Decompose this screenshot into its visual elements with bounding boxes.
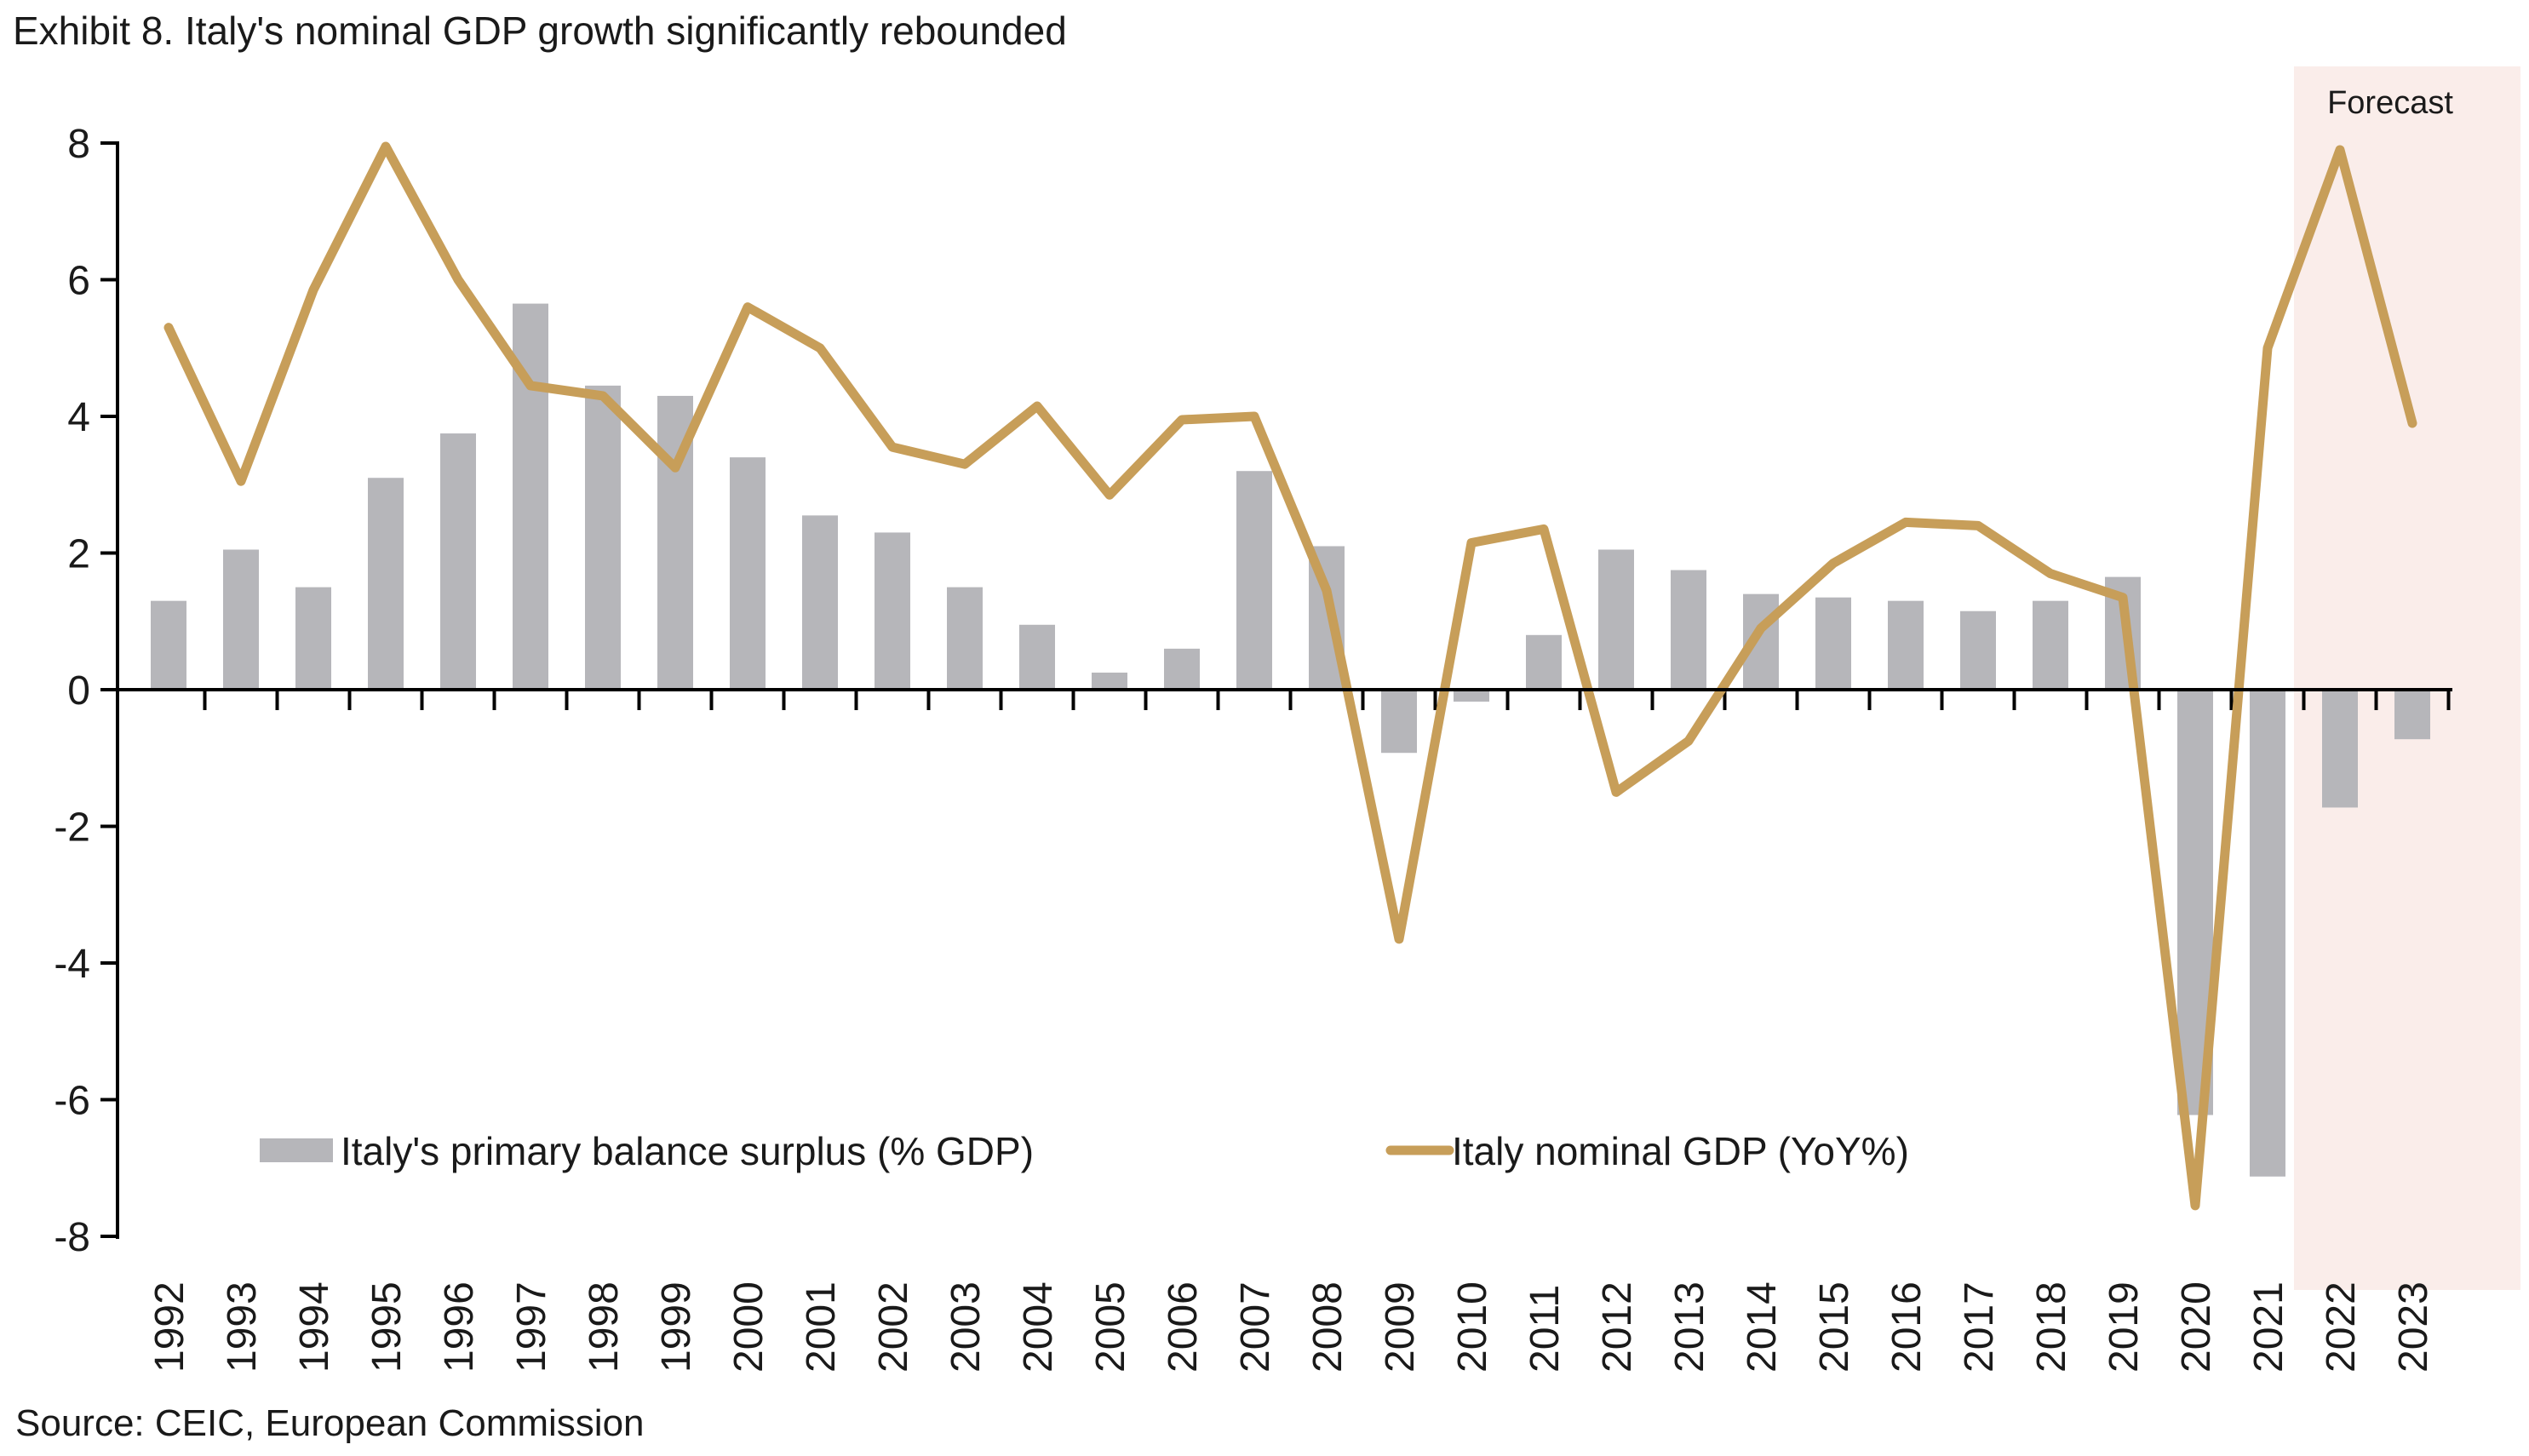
bar-2003 bbox=[947, 587, 983, 690]
bar-2016 bbox=[1888, 600, 1924, 690]
bar-2007 bbox=[1236, 471, 1272, 690]
x-label-1992: 1992 bbox=[147, 1281, 192, 1373]
bar-2015 bbox=[1815, 597, 1851, 690]
y-tick-label--8: -8 bbox=[54, 1215, 90, 1260]
x-label-2007: 2007 bbox=[1233, 1281, 1278, 1373]
x-label-2005: 2005 bbox=[1088, 1281, 1133, 1373]
bar-2001 bbox=[802, 515, 838, 690]
x-axis-ticks bbox=[203, 690, 2451, 710]
legend-bar-label: Italy's primary balance surplus (% GDP) bbox=[341, 1129, 1034, 1173]
bar-2011 bbox=[1526, 634, 1562, 690]
x-label-2003: 2003 bbox=[943, 1281, 989, 1373]
x-label-2017: 2017 bbox=[1957, 1281, 2002, 1373]
bar-2018 bbox=[2033, 600, 2068, 690]
x-label-2004: 2004 bbox=[1016, 1281, 1061, 1373]
legend: Italy's primary balance surplus (% GDP) … bbox=[260, 1129, 1909, 1173]
x-label-2010: 2010 bbox=[1450, 1281, 1495, 1373]
x-label-2015: 2015 bbox=[1812, 1281, 1857, 1373]
x-label-2016: 2016 bbox=[1884, 1281, 1930, 1373]
y-tick-label-8: 8 bbox=[67, 122, 90, 167]
chart-title: Exhibit 8. Italy's nominal GDP growth si… bbox=[13, 9, 1067, 53]
y-tick-label-2: 2 bbox=[67, 532, 90, 577]
y-tick-label-6: 6 bbox=[67, 259, 90, 304]
forecast-label: Forecast bbox=[2327, 85, 2453, 121]
x-label-2013: 2013 bbox=[1667, 1281, 1712, 1373]
x-label-2012: 2012 bbox=[1595, 1281, 1640, 1373]
bar-2017 bbox=[1960, 610, 1996, 690]
legend-line-label: Italy nominal GDP (YoY%) bbox=[1452, 1129, 1909, 1173]
source-note: Source: CEIC, European Commission bbox=[15, 1402, 645, 1444]
bar-1994 bbox=[295, 587, 331, 690]
x-label-2014: 2014 bbox=[1740, 1281, 1785, 1373]
x-label-2022: 2022 bbox=[2319, 1281, 2364, 1373]
bar-1998 bbox=[585, 385, 621, 690]
x-label-2020: 2020 bbox=[2174, 1281, 2219, 1373]
bar-2000 bbox=[730, 457, 766, 690]
y-tick-label-4: 4 bbox=[67, 395, 90, 440]
bar-2005 bbox=[1092, 672, 1127, 690]
x-label-1995: 1995 bbox=[364, 1281, 410, 1373]
x-label-1996: 1996 bbox=[437, 1281, 482, 1373]
x-label-2018: 2018 bbox=[2029, 1281, 2074, 1373]
bar-2009 bbox=[1381, 691, 1417, 754]
bar-2022 bbox=[2322, 691, 2358, 808]
legend-bar-swatch bbox=[260, 1138, 333, 1162]
x-label-2019: 2019 bbox=[2102, 1281, 2147, 1373]
x-label-2008: 2008 bbox=[1305, 1281, 1351, 1373]
bar-2004 bbox=[1019, 624, 1055, 690]
x-label-1998: 1998 bbox=[582, 1281, 627, 1373]
bar-2023 bbox=[2394, 691, 2430, 740]
bar-1996 bbox=[440, 433, 476, 690]
x-label-2002: 2002 bbox=[871, 1281, 916, 1373]
bar-2006 bbox=[1164, 648, 1200, 690]
forecast-region bbox=[2294, 66, 2520, 1290]
bar-2021 bbox=[2250, 691, 2285, 1177]
bar-1993 bbox=[223, 549, 259, 690]
x-label-2006: 2006 bbox=[1161, 1281, 1206, 1373]
bar-2013 bbox=[1671, 570, 1706, 690]
y-axis-ticks: 8 6 4 2 0 -2 -4 -6 -8 bbox=[54, 122, 118, 1260]
bar-2010 bbox=[1454, 691, 1489, 702]
x-label-2000: 2000 bbox=[726, 1281, 771, 1373]
bar-1992 bbox=[151, 600, 186, 690]
x-label-1993: 1993 bbox=[220, 1281, 265, 1373]
x-label-2011: 2011 bbox=[1523, 1285, 1568, 1373]
bar-2012 bbox=[1598, 549, 1634, 690]
x-label-1999: 1999 bbox=[654, 1281, 699, 1373]
y-tick-label-0: 0 bbox=[67, 668, 90, 714]
bar-series bbox=[151, 303, 2430, 1177]
line-series bbox=[163, 141, 2417, 1211]
x-label-1997: 1997 bbox=[509, 1281, 554, 1373]
x-label-2009: 2009 bbox=[1378, 1281, 1423, 1373]
y-tick-label--2: -2 bbox=[54, 805, 90, 851]
x-label-2021: 2021 bbox=[2246, 1281, 2291, 1373]
bar-1995 bbox=[368, 478, 404, 690]
x-label-2001: 2001 bbox=[799, 1281, 844, 1373]
y-tick-label--4: -4 bbox=[54, 942, 90, 987]
x-label-2023: 2023 bbox=[2391, 1281, 2436, 1373]
bar-2002 bbox=[875, 532, 910, 690]
x-axis-labels: 1992 1993 1994 1995 1996 1997 1998 1999 2000 2001… bbox=[147, 1281, 2436, 1373]
x-label-1994: 1994 bbox=[292, 1281, 337, 1373]
y-tick-label--6: -6 bbox=[54, 1079, 90, 1124]
